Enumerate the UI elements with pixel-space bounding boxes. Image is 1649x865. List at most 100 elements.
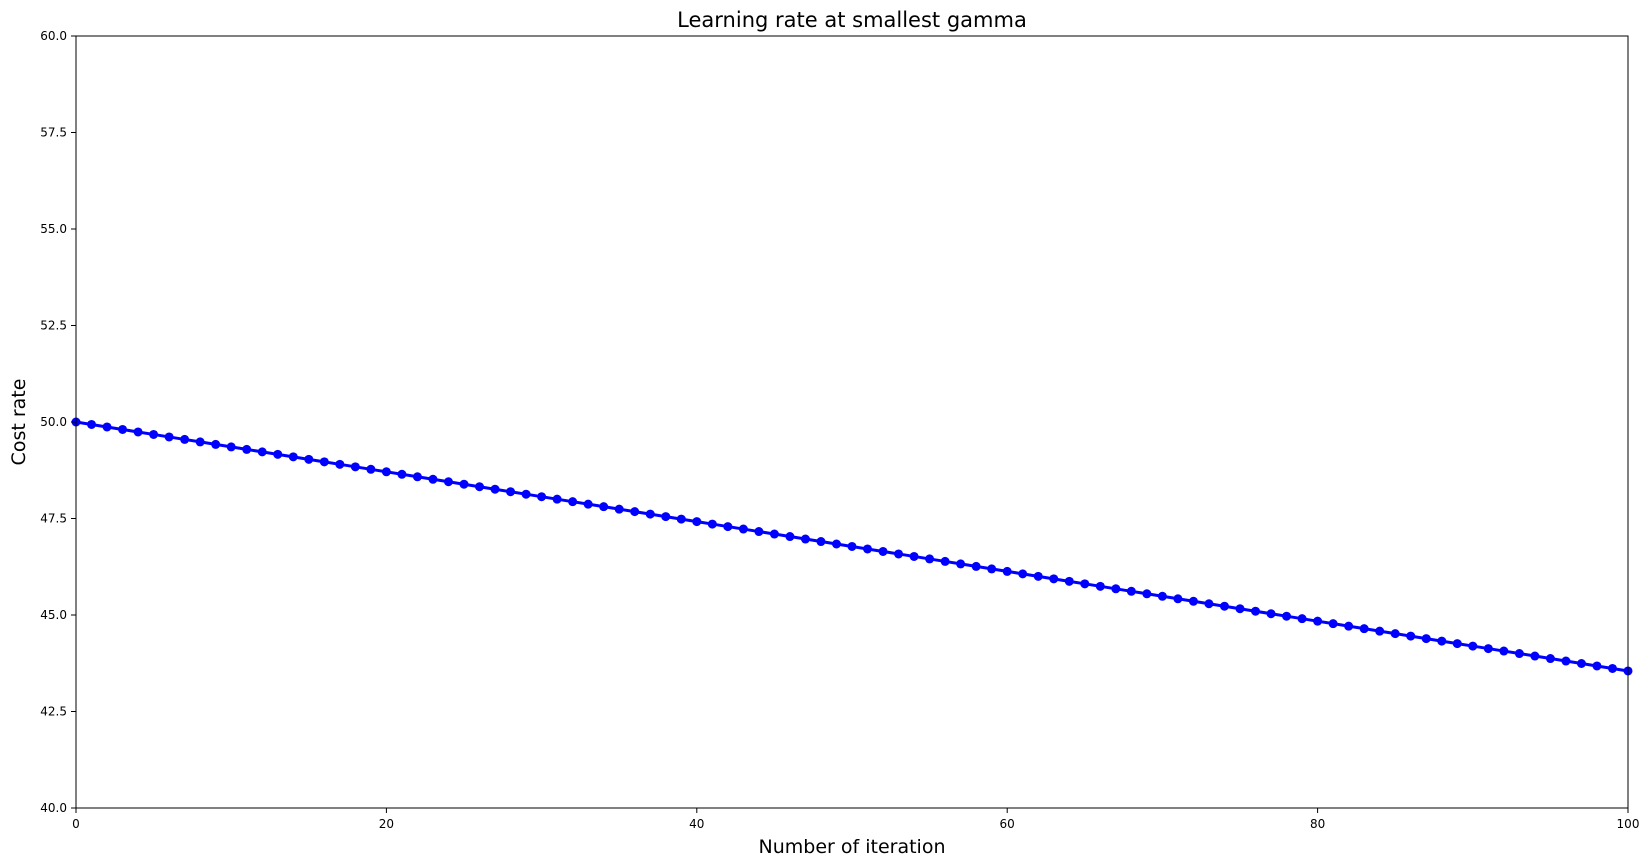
data-point <box>707 519 717 529</box>
data-point <box>723 522 733 532</box>
data-point <box>878 546 888 556</box>
data-point <box>863 544 873 554</box>
x-tick-label: 0 <box>72 817 80 831</box>
data-point <box>1049 574 1059 584</box>
data-point <box>1313 616 1323 626</box>
data-point <box>1328 619 1338 629</box>
data-point <box>1033 571 1043 581</box>
data-point <box>909 551 919 561</box>
data-point <box>1002 566 1012 576</box>
data-point <box>366 464 376 474</box>
data-point <box>335 459 345 469</box>
data-point <box>630 507 640 517</box>
data-point <box>87 419 97 429</box>
x-tick-label: 60 <box>1000 817 1015 831</box>
data-point <box>1080 579 1090 589</box>
x-tick-label: 80 <box>1310 817 1325 831</box>
data-point <box>1514 649 1524 659</box>
plot-frame <box>75 35 1629 809</box>
data-point <box>1204 599 1214 609</box>
data-point <box>1592 661 1602 671</box>
y-tick-label: 47.5 <box>40 512 67 526</box>
data-point <box>940 556 950 566</box>
data-point <box>1235 604 1245 614</box>
data-point <box>288 452 298 462</box>
y-axis-label: Cost rate <box>8 379 30 466</box>
chart-title: Learning rate at smallest gamma <box>677 8 1027 32</box>
data-point <box>133 427 143 437</box>
data-point <box>552 494 562 504</box>
data-point <box>1390 629 1400 639</box>
data-point <box>490 484 500 494</box>
data-point <box>1406 631 1416 641</box>
data-point <box>1126 586 1136 596</box>
y-tick-label: 60.0 <box>40 29 67 43</box>
data-point <box>242 444 252 454</box>
data-point <box>661 512 671 522</box>
data-point <box>614 504 624 514</box>
data-point <box>1188 596 1198 606</box>
data-point <box>350 462 360 472</box>
data-point <box>676 514 686 524</box>
data-point <box>847 541 857 551</box>
x-tick-label: 100 <box>1617 817 1640 831</box>
data-point <box>118 424 128 434</box>
data-point <box>102 422 112 432</box>
data-point <box>149 429 159 439</box>
data-point <box>1297 614 1307 624</box>
data-point <box>1266 609 1276 619</box>
data-point <box>1576 659 1586 669</box>
y-tick-label: 57.5 <box>40 126 67 140</box>
data-point <box>1018 569 1028 579</box>
data-point <box>816 537 826 547</box>
data-point <box>1095 581 1105 591</box>
data-point <box>1499 646 1509 656</box>
data-point <box>273 449 283 459</box>
x-axis: 0 20 40 60 80 100 <box>72 808 1639 831</box>
data-point <box>925 554 935 564</box>
data-point <box>1219 601 1229 611</box>
data-point <box>180 434 190 444</box>
y-tick-label: 52.5 <box>40 319 67 333</box>
data-point <box>506 487 516 497</box>
y-tick-label: 42.5 <box>40 705 67 719</box>
data-point <box>738 524 748 534</box>
data-point <box>428 474 438 484</box>
data-point <box>568 497 578 507</box>
x-tick-label: 20 <box>379 817 394 831</box>
data-point <box>1375 626 1385 636</box>
data-point <box>475 482 485 492</box>
data-point <box>1142 589 1152 599</box>
x-axis-label: Number of iteration <box>759 836 946 858</box>
x-tick-label: 40 <box>689 817 704 831</box>
data-point <box>987 564 997 574</box>
data-point <box>537 492 547 502</box>
data-point <box>956 559 966 569</box>
data-point <box>1607 663 1617 673</box>
data-point <box>1064 576 1074 586</box>
data-point <box>1530 651 1540 661</box>
data-point <box>459 479 469 489</box>
data-point <box>769 529 779 539</box>
y-axis: 40.0 42.5 45.0 47.5 50.0 52.5 55.0 57.5 60.0 <box>40 29 76 815</box>
data-point <box>831 539 841 549</box>
data-point <box>1157 591 1167 601</box>
data-point <box>1452 639 1462 649</box>
data-point <box>583 499 593 509</box>
data-point <box>211 439 221 449</box>
data-point <box>692 517 702 527</box>
data-point <box>381 467 391 477</box>
data-point <box>397 469 407 479</box>
data-point <box>319 457 329 467</box>
data-point <box>1421 634 1431 644</box>
data-point <box>754 527 764 537</box>
data-point <box>1359 624 1369 634</box>
data-point <box>195 437 205 447</box>
data-point <box>785 532 795 542</box>
data-point <box>1483 644 1493 654</box>
data-point <box>164 432 174 442</box>
data-point <box>1251 606 1261 616</box>
y-tick-label: 40.0 <box>40 801 67 815</box>
data-point <box>1111 584 1121 594</box>
